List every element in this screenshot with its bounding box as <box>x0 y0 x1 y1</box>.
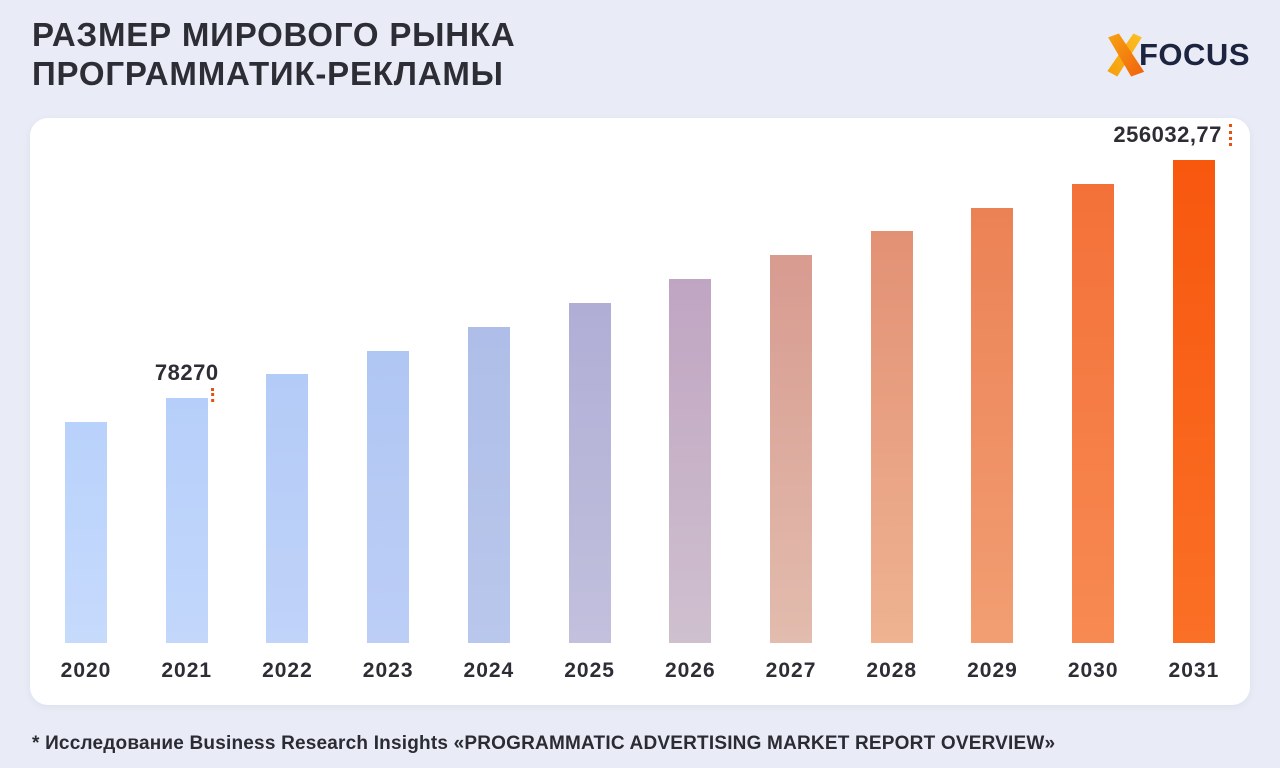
x-tick-label: 2029 <box>967 659 1018 682</box>
x-tick-label: 2026 <box>664 659 716 682</box>
bar-2030 <box>1072 184 1115 643</box>
x-tick-label: 2025 <box>564 659 615 682</box>
bar-column-2024: 2024 <box>464 327 513 705</box>
bar-2026 <box>669 279 712 643</box>
bar-2023 <box>367 351 410 643</box>
chart-card: 2020 78270 2021 2022 2023 2024 2025 2026 2027 202… <box>30 118 1250 705</box>
x-tick-label: 2031 <box>1168 659 1220 682</box>
bar-2020 <box>65 422 107 643</box>
dashed-connector <box>1228 124 1232 146</box>
data-label-text: 256032,77 <box>1113 122 1222 147</box>
bar-column-2022: 2022 <box>262 374 312 705</box>
x-tick-label: 2024 <box>463 659 515 682</box>
bar-2028 <box>870 231 913 643</box>
bar-column-2020: 2020 <box>61 422 110 705</box>
header: РАЗМЕР МИРОВОГО РЫНКА ПРОГРАММАТИК-РЕКЛА… <box>32 16 1250 94</box>
bar-column-2030: 2030 <box>1068 184 1118 705</box>
x-tick-label: 2028 <box>866 659 918 682</box>
logo-x-icon <box>1107 33 1145 77</box>
dashed-connector <box>211 388 215 402</box>
bar-2029 <box>971 208 1014 643</box>
x-tick-label: 2022 <box>262 659 313 682</box>
title-line-1: РАЗМЕР МИРОВОГО РЫНКА <box>32 16 516 53</box>
focus-logo: FOCUS <box>1101 32 1250 78</box>
bar-column-2021: 78270 2021 <box>155 360 218 705</box>
data-label-2021: 78270 <box>154 360 219 402</box>
page-title: РАЗМЕР МИРОВОГО РЫНКА ПРОГРАММАТИК-РЕКЛА… <box>32 16 515 94</box>
bar-2031 <box>1172 160 1215 643</box>
bar-column-2031: 256032,77 2031 <box>1113 122 1232 705</box>
source-note: * Исследование Business Research Insight… <box>32 733 1056 754</box>
x-tick-label: 2020 <box>60 659 112 682</box>
logo-text: FOCUS <box>1139 37 1250 72</box>
x-tick-label: 2023 <box>362 659 414 682</box>
bar-column-2023: 2023 <box>363 351 413 705</box>
bar-column-2029: 2029 <box>967 208 1017 705</box>
x-tick-label: 2027 <box>765 659 817 682</box>
bar-2025 <box>568 303 611 643</box>
bar-column-2028: 2028 <box>866 231 916 705</box>
x-tick-label: 2030 <box>1067 659 1119 682</box>
data-label-text: 78270 <box>154 360 219 385</box>
bar-column-2025: 2025 <box>564 303 614 705</box>
bar-column-2027: 2027 <box>766 255 815 705</box>
bar-column-2026: 2026 <box>665 279 715 705</box>
bar-2022 <box>266 374 309 643</box>
bar-2027 <box>770 255 813 643</box>
data-label-2031: 256032,77 <box>1113 122 1232 148</box>
bar-chart: 2020 78270 2021 2022 2023 2024 2025 2026 2027 202… <box>30 118 1250 705</box>
x-tick-label: 2021 <box>161 659 213 682</box>
bar-2021 <box>165 398 208 643</box>
bar-2024 <box>467 327 510 643</box>
title-line-2: ПРОГРАММАТИК-РЕКЛАМЫ <box>32 54 504 92</box>
